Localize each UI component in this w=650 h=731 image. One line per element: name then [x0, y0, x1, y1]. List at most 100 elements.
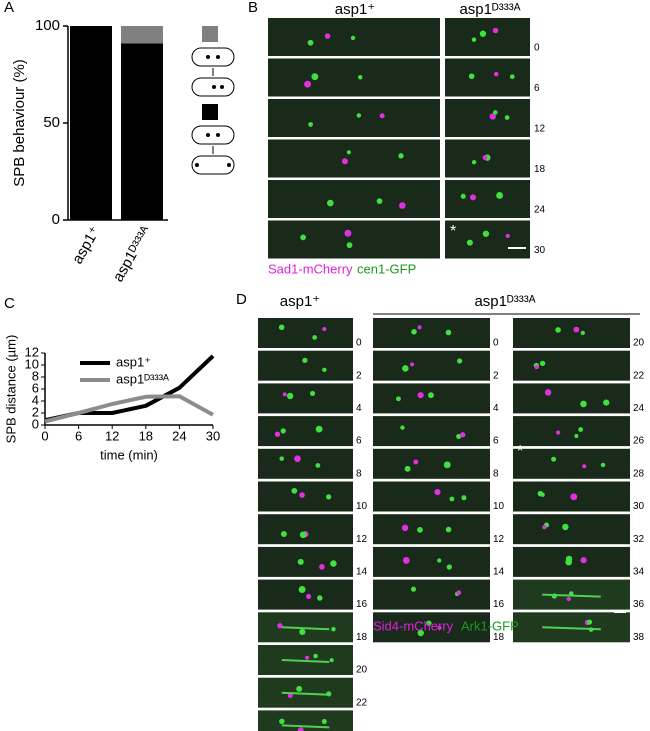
spot [404, 465, 411, 472]
spot [551, 456, 557, 462]
legend-label: Sid4-mCherry [373, 618, 454, 633]
x-tick-label: 24 [172, 428, 186, 443]
micrograph [445, 18, 530, 56]
time-label: 20 [633, 338, 645, 349]
y-axis-label: SPB behaviour (%) [11, 59, 28, 187]
micrograph [258, 579, 353, 610]
spot [312, 335, 317, 340]
micrograph [513, 350, 630, 381]
spot [300, 234, 307, 241]
x-tick-label: 18 [139, 428, 153, 443]
spot [305, 655, 310, 660]
micrograph [373, 514, 490, 545]
spot [302, 357, 308, 364]
spot [540, 492, 545, 497]
spot [417, 629, 424, 637]
time-label: 14 [356, 567, 368, 578]
spot [299, 531, 307, 539]
spot [279, 718, 285, 725]
spot [401, 524, 409, 532]
micrograph [258, 514, 353, 545]
spot [297, 727, 304, 731]
time-label: 18 [493, 632, 505, 643]
spot [566, 596, 571, 602]
micrograph [258, 481, 353, 512]
micrograph [258, 318, 353, 348]
x-tick-label: 6 [75, 428, 82, 443]
micrograph [513, 383, 630, 414]
time-label: 8 [356, 468, 362, 479]
micrograph [445, 99, 530, 137]
spot [600, 462, 606, 468]
spot [539, 360, 546, 367]
spot [287, 693, 293, 699]
cell [191, 77, 235, 97]
spot [580, 557, 587, 564]
spot [331, 626, 336, 632]
time-label: 24 [534, 205, 546, 216]
micrograph [373, 350, 490, 381]
spindle [281, 724, 330, 729]
spot [308, 122, 313, 127]
spot [496, 192, 504, 199]
time-label: 2 [493, 370, 499, 381]
spot [534, 364, 539, 370]
spot [456, 433, 462, 440]
spot [315, 463, 321, 468]
spot [280, 530, 287, 537]
micrograph [258, 546, 353, 577]
spot [580, 400, 587, 408]
panel-label: C [4, 295, 15, 312]
spot [306, 593, 312, 600]
spot [346, 242, 353, 249]
time-label: 38 [633, 632, 645, 643]
micrograph [445, 180, 530, 218]
spot [471, 159, 477, 165]
spindle [542, 593, 601, 598]
y-tick-label: 10 [25, 356, 39, 371]
cell [191, 125, 235, 145]
spot [574, 434, 579, 439]
spindle [281, 691, 330, 696]
y-axis-label: SPB distance (µm) [3, 335, 18, 444]
spot [346, 150, 351, 155]
column-header: asp1ᴰ³³³ᴬ [474, 293, 535, 310]
spot [417, 325, 422, 330]
time-label: 34 [633, 567, 645, 578]
spot [556, 430, 561, 435]
spot [573, 326, 580, 333]
time-label: 4 [493, 403, 499, 414]
asterisk: * [450, 223, 456, 240]
spot [544, 389, 552, 396]
spot [445, 329, 452, 336]
time-label: 0 [534, 43, 540, 54]
spot [466, 239, 473, 246]
spot [446, 564, 452, 570]
panel-label: D [236, 291, 247, 308]
spot [413, 459, 419, 465]
spot [449, 496, 455, 502]
spot [274, 431, 281, 437]
micrograph [268, 220, 440, 259]
time-label: 12 [534, 124, 546, 135]
y-tick-label: 0 [32, 416, 39, 431]
time-label: 26 [633, 436, 645, 447]
spot [396, 396, 401, 402]
spot [437, 558, 442, 563]
spot [509, 74, 515, 80]
spot [398, 153, 404, 159]
micrograph [258, 448, 353, 479]
y-tick-label: 4 [32, 392, 39, 407]
spot [445, 526, 452, 533]
legend-label: asp1⁺ [116, 354, 151, 369]
column-header: asp1⁺ [335, 1, 375, 18]
spot [400, 425, 405, 430]
asterisk: * [517, 443, 523, 460]
micrograph [268, 58, 440, 97]
bar-segment [121, 26, 163, 44]
spot [356, 113, 362, 118]
time-label: 18 [534, 164, 546, 175]
spot [399, 202, 406, 209]
spot [330, 560, 337, 567]
micrograph [445, 220, 530, 259]
